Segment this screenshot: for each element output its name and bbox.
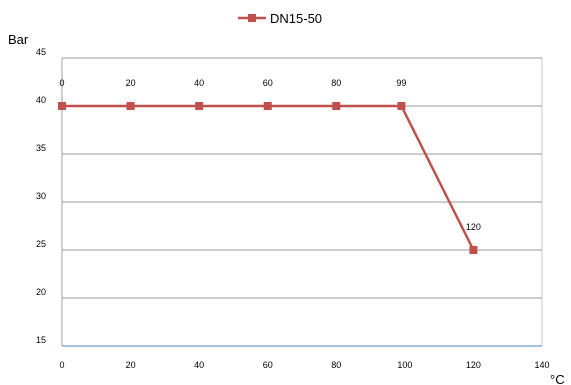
y-tick-label: 20	[36, 287, 46, 297]
data-label: 99	[396, 78, 406, 88]
x-axis-title: °C	[550, 372, 565, 385]
data-point-marker	[397, 102, 406, 110]
data-point-marker	[126, 102, 135, 110]
data-point-marker	[469, 246, 478, 254]
y-tick-labels: 15 20 25 30 35 40 45	[36, 47, 46, 345]
legend: DN15-50	[238, 11, 322, 26]
data-label: 80	[331, 78, 341, 88]
y-tick-label: 35	[36, 143, 46, 153]
legend-marker-swatch	[248, 14, 256, 22]
x-tick-label: 120	[466, 360, 481, 370]
data-label: 40	[194, 78, 204, 88]
data-point-marker	[332, 102, 341, 110]
x-tick-label: 40	[194, 360, 204, 370]
legend-label: DN15-50	[270, 11, 322, 26]
data-point-marker	[263, 102, 272, 110]
x-tick-label: 100	[397, 360, 412, 370]
series-line	[62, 104, 475, 251]
y-tick-label: 25	[36, 239, 46, 249]
x-tick-label: 20	[126, 360, 136, 370]
y-tick-label: 45	[36, 47, 46, 57]
y-tick-label: 40	[36, 95, 46, 105]
data-label: 60	[263, 78, 273, 88]
x-tick-label: 0	[59, 360, 64, 370]
data-point-marker	[58, 102, 66, 110]
data-point-marker	[195, 102, 204, 110]
gridlines	[61, 57, 543, 347]
x-tick-label: 80	[331, 360, 341, 370]
y-axis-title: Bar	[8, 32, 29, 47]
x-tick-labels: 0 20 40 60 80 100 120 140	[59, 360, 549, 370]
plot-series: 0 20 40 60 80 99 120	[58, 78, 481, 254]
x-tick-label: 60	[263, 360, 273, 370]
y-tick-label: 30	[36, 191, 46, 201]
x-tick-label: 140	[534, 360, 549, 370]
data-label: 20	[126, 78, 136, 88]
data-label: 0	[59, 78, 64, 88]
y-tick-label: 15	[36, 335, 46, 345]
data-label: 120	[466, 222, 481, 232]
